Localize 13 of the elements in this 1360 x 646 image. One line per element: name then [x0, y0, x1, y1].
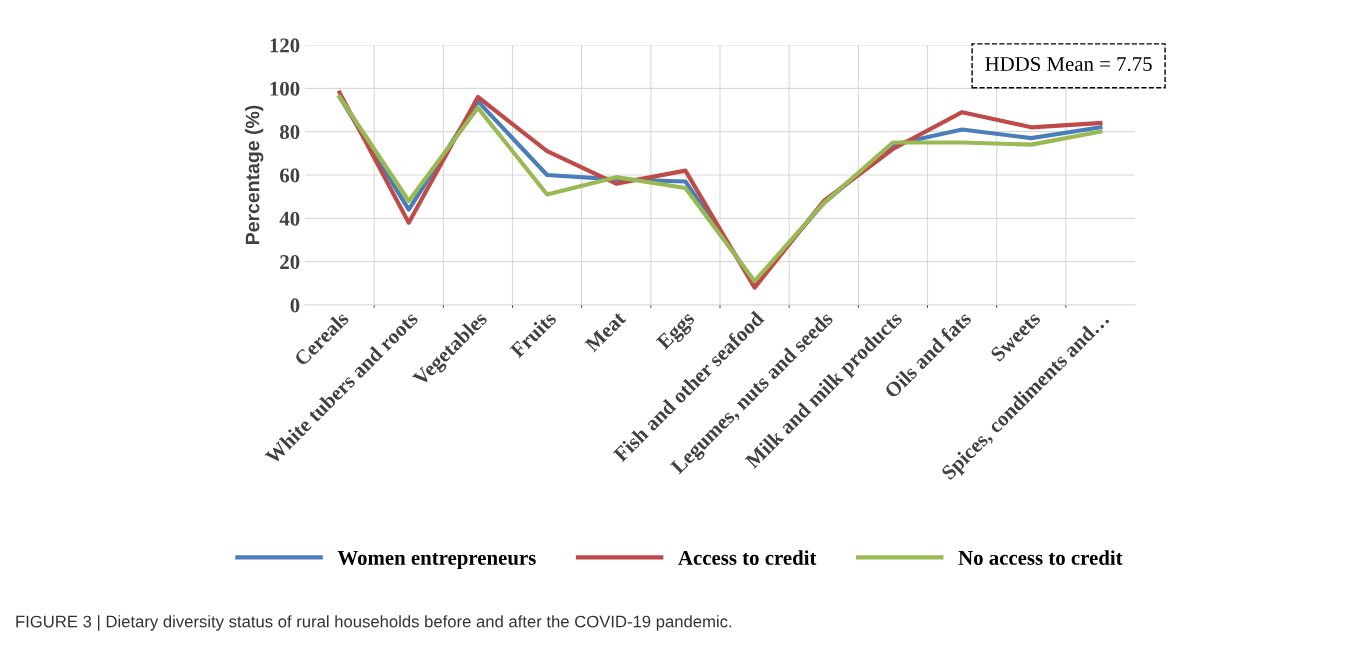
y-tick-label: 40 — [279, 211, 300, 226]
annotation: HDDS Mean = 7.75 — [985, 57, 1152, 72]
legend-label: Women entrepreneurs — [337, 551, 536, 570]
y-axis-title: Percentage (%) — [245, 105, 264, 244]
y-tick-label: 0 — [290, 298, 300, 313]
y-tick-label: 80 — [280, 125, 300, 140]
legend-label: No access to credit — [958, 550, 1123, 565]
caption: FIGURE 3 | Dietary diversity status of rural households before and after the COVID-19 pandemic. — [16, 615, 732, 631]
legend-label: Access to credit — [678, 550, 817, 565]
y-tick-label: 20 — [280, 255, 300, 270]
y-tick-label: 120 — [270, 38, 300, 53]
y-tick-label: 100 — [270, 81, 300, 96]
y-tick-label: 60 — [280, 168, 300, 183]
